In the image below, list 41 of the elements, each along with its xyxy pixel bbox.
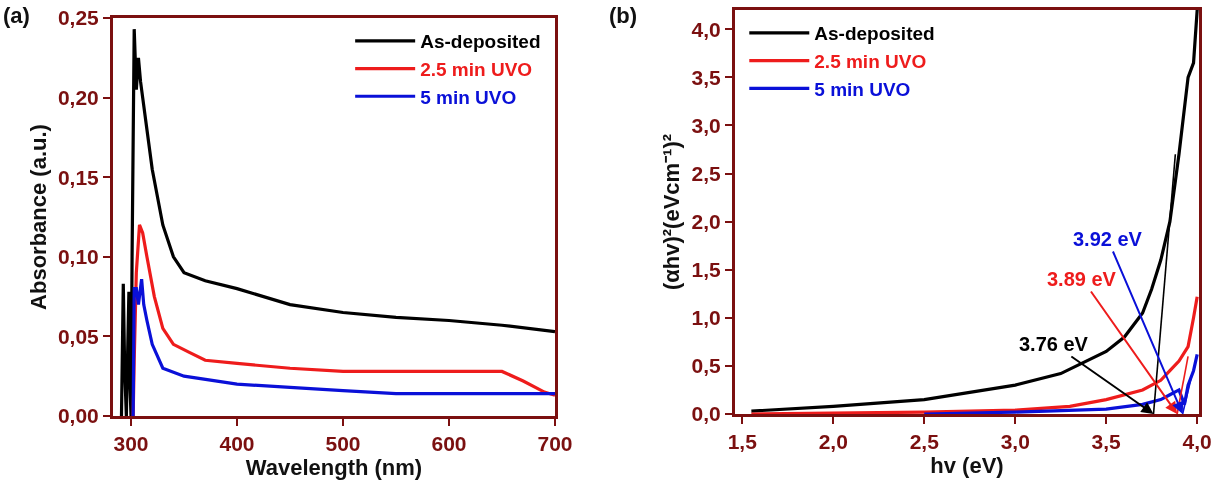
x-tick-label: 2,0 bbox=[818, 430, 848, 454]
y-tick-label: 3,5 bbox=[691, 65, 722, 89]
y-tick-label: 0,10 bbox=[57, 245, 99, 269]
x-tick-label: 3,0 bbox=[1000, 430, 1030, 454]
annotation: 3.76 eV bbox=[1019, 333, 1089, 355]
legend-label: 5 min UVO bbox=[420, 86, 517, 108]
y-axis-title: (αhv)²(eVcm⁻¹)² bbox=[659, 133, 685, 291]
y-tick-label: 1,5 bbox=[691, 258, 722, 282]
y-tick-label: 3,0 bbox=[691, 113, 721, 137]
legend-label: 5 min UVO bbox=[814, 78, 911, 100]
chart-title: (a) bbox=[3, 2, 30, 28]
annotation: 3.92 eV bbox=[1073, 228, 1143, 250]
chart-title: (b) bbox=[609, 2, 638, 28]
y-tick-label: 1,0 bbox=[691, 306, 721, 330]
x-axis-title: Wavelength (nm) bbox=[245, 455, 423, 481]
legend-label: As-deposited bbox=[420, 31, 541, 53]
legend-label: As-deposited bbox=[814, 23, 935, 45]
legend-label: 2.5 min UVO bbox=[814, 51, 927, 72]
y-tick-label: 0,20 bbox=[57, 85, 99, 109]
x-tick-label: 300 bbox=[113, 432, 149, 456]
x-tick-label: 700 bbox=[537, 432, 573, 456]
x-tick-label: 500 bbox=[325, 432, 361, 456]
x-tick-label: 600 bbox=[431, 432, 467, 456]
x-tick-label: 4,0 bbox=[1182, 430, 1212, 454]
y-tick-label: 0,0 bbox=[691, 402, 721, 426]
y-tick-label: 0,00 bbox=[57, 404, 99, 428]
annotation: 3.89 eV bbox=[1047, 268, 1117, 290]
x-tick-label: 3,5 bbox=[1091, 430, 1122, 454]
y-tick-label: 4,0 bbox=[691, 17, 721, 41]
y-tick-label: 2,5 bbox=[691, 161, 722, 185]
y-tick-label: 0,05 bbox=[57, 324, 100, 348]
y-tick-label: 0,25 bbox=[57, 6, 100, 30]
legend-label: 2.5 min UVO bbox=[420, 58, 533, 80]
x-tick-label: 1,5 bbox=[727, 430, 758, 454]
y-tick-label: 2,0 bbox=[691, 209, 721, 233]
x-tick-label: 400 bbox=[219, 432, 255, 456]
x-axis-title: hv (eV) bbox=[930, 453, 1004, 479]
y-axis-title: Absorbance (a.u.) bbox=[25, 124, 51, 310]
y-tick-label: 0,15 bbox=[57, 165, 100, 189]
y-tick-label: 0,5 bbox=[691, 354, 722, 378]
x-tick-label: 2,5 bbox=[909, 430, 940, 454]
